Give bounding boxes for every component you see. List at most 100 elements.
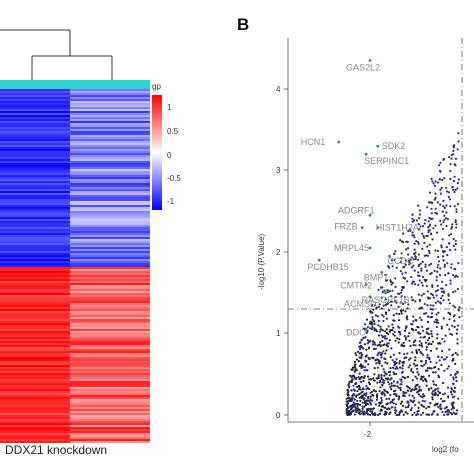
scatter-point: [382, 335, 385, 338]
scatter-point: [386, 289, 389, 292]
scatter-point: [439, 161, 442, 164]
scatter-point: [421, 411, 425, 414]
scatter-point: [419, 395, 422, 398]
scatter-point: [448, 249, 452, 252]
heatmap-cell: [0, 115, 70, 117]
scatter-point: [407, 386, 410, 389]
heatmap-cell: [0, 235, 70, 237]
scatter-point: [396, 385, 399, 388]
scatter-point: [355, 394, 358, 397]
scatter-point: [394, 250, 397, 253]
heatmap-cell: [70, 389, 150, 391]
heatmap-cell: [70, 367, 150, 369]
scatter-point: [416, 325, 419, 328]
scatter-point: [398, 352, 401, 355]
scatter-point: [359, 376, 363, 379]
heatmap-cell: [70, 211, 150, 213]
scatter-point: [438, 391, 441, 394]
scatter-point: [452, 304, 455, 307]
heatmap-cell: [0, 155, 70, 157]
scatter-point: [402, 232, 405, 235]
heatmap-cell: [0, 347, 70, 349]
scatter-point: [418, 299, 422, 303]
scatter-point: [427, 315, 430, 318]
scatter-point: [457, 262, 460, 265]
heatmap-cell: [70, 97, 150, 99]
heatmap-cell: [70, 283, 150, 285]
scatter-point: [369, 395, 372, 398]
scatter-point: [368, 383, 371, 386]
labeled-point: [337, 140, 341, 144]
heatmap-cell: [0, 273, 70, 275]
heatmap-cell: [70, 427, 150, 429]
scatter-point: [454, 248, 457, 251]
scatter-point: [430, 332, 433, 335]
scatter-point: [359, 388, 362, 391]
scatter-point: [428, 223, 432, 226]
scatter-point: [380, 374, 383, 377]
heatmap-cell: [70, 369, 150, 371]
heatmap-cell: [70, 89, 150, 91]
heatmap-cell: [70, 393, 150, 395]
scatter-point: [430, 343, 433, 346]
scatter-point: [357, 376, 360, 379]
scatter-point: [413, 283, 416, 286]
heatmap-cell: [0, 381, 70, 383]
scatter-point: [444, 273, 447, 277]
scatter-point: [433, 184, 436, 187]
heatmap-cell: [70, 233, 150, 235]
scatter-point: [421, 225, 425, 228]
scatter-point: [448, 234, 451, 237]
scatter-point: [420, 318, 423, 322]
scatter-point: [430, 262, 433, 265]
scatter-point: [437, 390, 440, 393]
scatter-point: [456, 148, 459, 151]
scatter-point: [408, 262, 411, 265]
scatter-point: [366, 338, 369, 342]
scatter-point: [456, 409, 459, 412]
heatmap-cell: [70, 387, 150, 389]
scatter-point: [386, 345, 389, 348]
heatmap-cell: [70, 125, 150, 127]
scatter-point: [442, 317, 445, 320]
scatter-point: [399, 378, 402, 381]
scatter-point: [381, 291, 384, 294]
scatter-point: [425, 312, 428, 315]
scatter-point: [371, 393, 374, 396]
scatter-point: [412, 320, 415, 323]
scatter-point: [418, 340, 421, 343]
heatmap-cell: [70, 271, 150, 273]
scatter-point: [452, 411, 455, 414]
scatter-point: [402, 413, 405, 416]
scatter-point: [435, 294, 438, 297]
scatter-point: [411, 328, 414, 331]
scatter-point: [426, 290, 429, 293]
scatter-point: [426, 339, 429, 342]
scatter-point: [452, 376, 455, 379]
scatter-point: [450, 408, 453, 411]
scatter-point: [410, 276, 413, 279]
heatmap-cell: [70, 371, 150, 373]
scatter-point: [411, 379, 414, 382]
scatter-point: [393, 258, 396, 262]
scatter-point: [347, 384, 350, 387]
scatter-point: [355, 408, 358, 411]
scatter-point: [407, 401, 410, 404]
heatmap-cell: [0, 129, 70, 131]
scatter-point: [437, 405, 440, 409]
scatter-point: [447, 272, 450, 275]
scatter-point: [457, 397, 460, 400]
heatmap-cell: [70, 329, 150, 331]
scatter-point: [451, 413, 454, 416]
heatmap-cell: [70, 257, 150, 259]
scatter-point: [441, 227, 445, 231]
heatmap-cell: [70, 351, 150, 353]
scatter-point: [410, 407, 413, 410]
scatter-point: [401, 404, 405, 408]
scatter-point: [350, 411, 353, 414]
scatter-point: [430, 349, 433, 352]
scatter-point: [430, 201, 433, 204]
scatter-point: [389, 370, 392, 373]
heatmap-cell: [70, 347, 150, 349]
scatter-point: [411, 234, 414, 237]
